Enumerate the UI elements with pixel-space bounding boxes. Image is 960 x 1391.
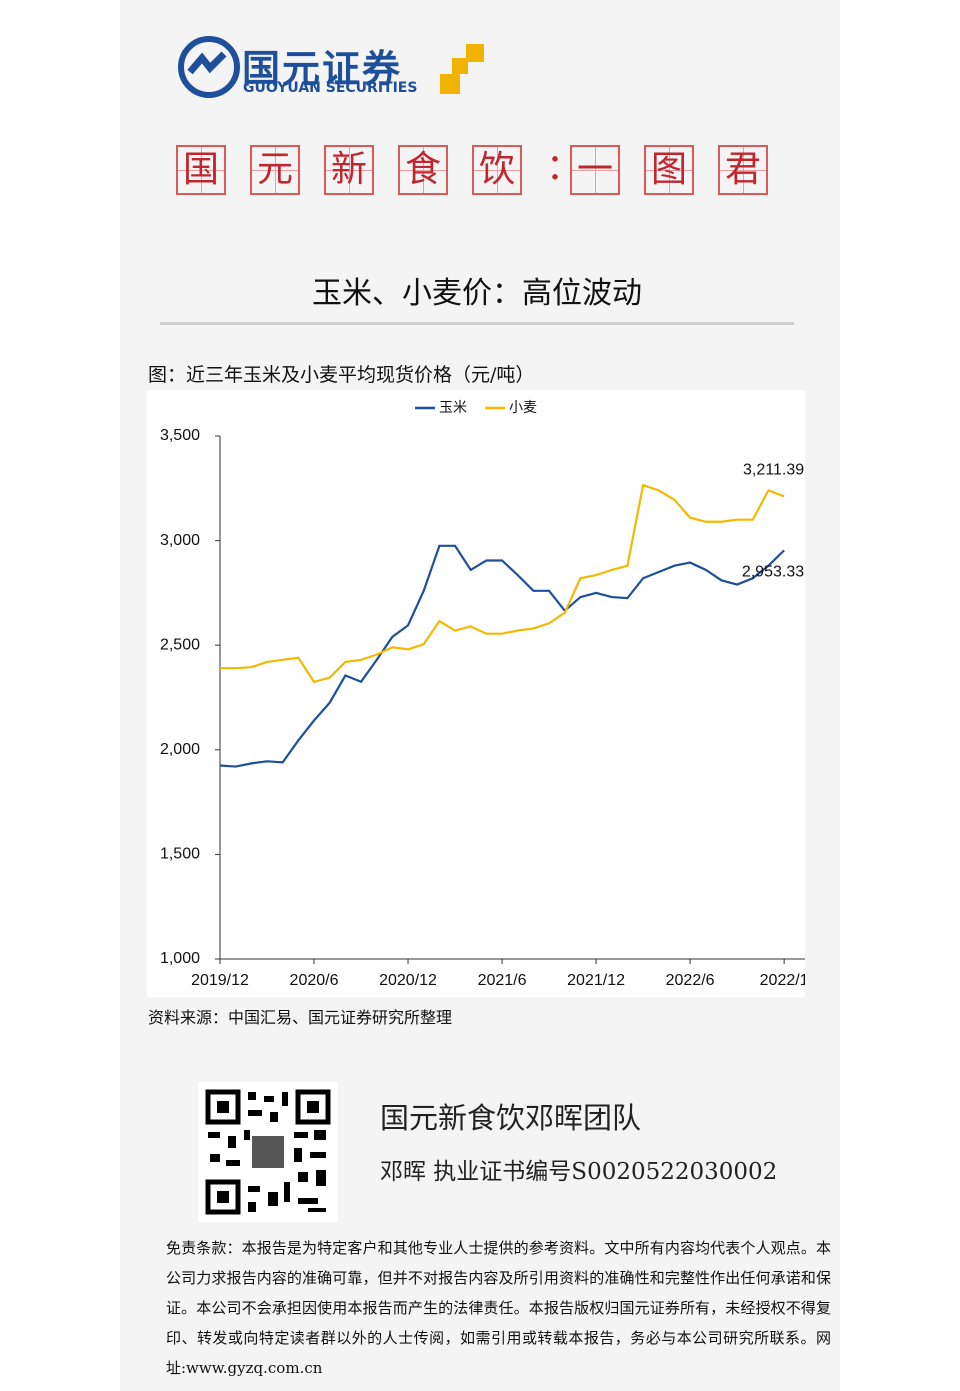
y-tick-label: 3,000 [160,532,200,549]
x-tick-label: 2021/6 [478,972,527,989]
banner-char: 一 [570,145,620,195]
x-tick-label: 2020/12 [379,972,437,989]
series-line [220,483,785,684]
banner-char: 图 [644,145,694,195]
banner-char: 国 [176,145,226,195]
logo-mark [178,36,240,98]
logo-subtext: GUOYUAN SECURITIES [243,80,418,96]
x-tick-label: 2022/6 [666,972,715,989]
banner: 国元新食饮 ：一图君 [176,145,792,195]
team-name: 国元新食饮邓晖团队 [380,1101,642,1135]
legend-label: 小麦 [509,400,537,416]
banner-char: 饮 [472,145,522,195]
chart: 1,000 1,500 2,000 2,500 3,000 3,500 2019/12 202… [147,390,805,997]
banner-char: 君 [718,145,768,195]
y-tick-label: 3,500 [160,427,200,444]
value-label: 2,953.33 [742,564,804,581]
logo-text: 国元证券 [242,47,403,91]
qr-code [198,1082,338,1222]
figure-source: 资料来源：中国汇易、国元证券研究所整理 [148,1008,453,1027]
report-title: 玉米、小麦价：高位波动 [160,268,794,325]
y-tick-label: 1,000 [160,950,200,967]
y-tick-label: 2,000 [160,741,200,758]
x-tick-label: 2020/6 [290,972,339,989]
x-tick-label: 2022/1 [760,972,805,989]
series-line [219,544,785,768]
figure-caption: 图：近三年玉米及小麦平均现货价格（元/吨） [148,364,535,386]
banner-char: ： [546,147,583,188]
x-tick-label: 2019/12 [191,972,249,989]
banner-char: 新 [324,145,374,195]
legend-label: 玉米 [439,400,467,416]
logo-squares [440,44,484,94]
value-label: 3,211.39 [743,462,804,479]
certificate: 邓晖 执业证书编号S0020522030002 [380,1159,778,1185]
banner-char: 元 [250,145,300,195]
disclaimer: 免责条款：本报告是为特定客户和其他专业人士提供的参考资料。文中所有内容均代表个人… [166,1239,831,1377]
y-tick-label: 1,500 [160,846,200,863]
y-tick-label: 2,500 [160,636,200,653]
banner-char: 食 [398,145,448,195]
x-tick-label: 2021/12 [567,972,625,989]
